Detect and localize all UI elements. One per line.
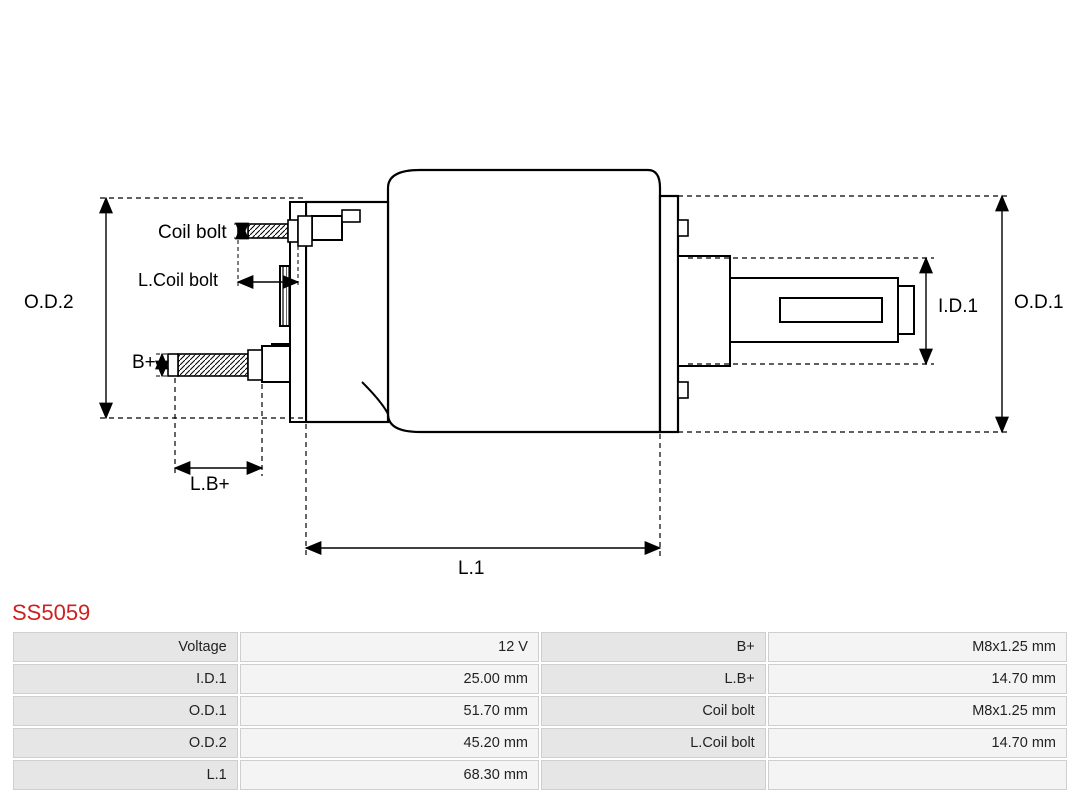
spec-value: M8x1.25 mm <box>768 696 1067 726</box>
spec-table-body: Voltage 12 V B+ M8x1.25 mm I.D.1 25.00 m… <box>13 632 1067 790</box>
spec-label: L.1 <box>13 760 238 790</box>
spec-table: Voltage 12 V B+ M8x1.25 mm I.D.1 25.00 m… <box>11 630 1069 792</box>
label-lbplus: L.B+ <box>190 474 230 496</box>
solenoid-diagram: O.D.2 O.D.1 I.D.1 L.1 L.B+ B+ Coil bolt … <box>10 10 1070 590</box>
spec-label: Coil bolt <box>541 696 766 726</box>
spec-label: Voltage <box>13 632 238 662</box>
spec-value <box>768 760 1067 790</box>
spec-value: 25.00 mm <box>240 664 539 694</box>
label-id1: I.D.1 <box>938 296 978 318</box>
label-lcoilbolt: L.Coil bolt <box>138 270 218 291</box>
spec-value: 14.70 mm <box>768 664 1067 694</box>
label-od2: O.D.2 <box>24 292 74 314</box>
spec-label <box>541 760 766 790</box>
spec-label: L.B+ <box>541 664 766 694</box>
table-row: L.1 68.30 mm <box>13 760 1067 790</box>
spec-value: 14.70 mm <box>768 728 1067 758</box>
spec-value: M8x1.25 mm <box>768 632 1067 662</box>
spec-value: 45.20 mm <box>240 728 539 758</box>
table-row: I.D.1 25.00 mm L.B+ 14.70 mm <box>13 664 1067 694</box>
table-row: O.D.2 45.20 mm L.Coil bolt 14.70 mm <box>13 728 1067 758</box>
spec-value: 12 V <box>240 632 539 662</box>
label-l1: L.1 <box>458 558 484 580</box>
spec-label: L.Coil bolt <box>541 728 766 758</box>
table-row: O.D.1 51.70 mm Coil bolt M8x1.25 mm <box>13 696 1067 726</box>
spec-label: B+ <box>541 632 766 662</box>
label-bplus: B+ <box>132 352 156 374</box>
diagram-svg <box>10 10 1070 590</box>
spec-value: 51.70 mm <box>240 696 539 726</box>
part-number-title: SS5059 <box>12 600 1070 626</box>
spec-label: O.D.1 <box>13 696 238 726</box>
table-row: Voltage 12 V B+ M8x1.25 mm <box>13 632 1067 662</box>
spec-value: 68.30 mm <box>240 760 539 790</box>
label-coilbolt: Coil bolt <box>158 222 227 244</box>
spec-label: O.D.2 <box>13 728 238 758</box>
spec-label: I.D.1 <box>13 664 238 694</box>
label-od1: O.D.1 <box>1014 292 1064 314</box>
